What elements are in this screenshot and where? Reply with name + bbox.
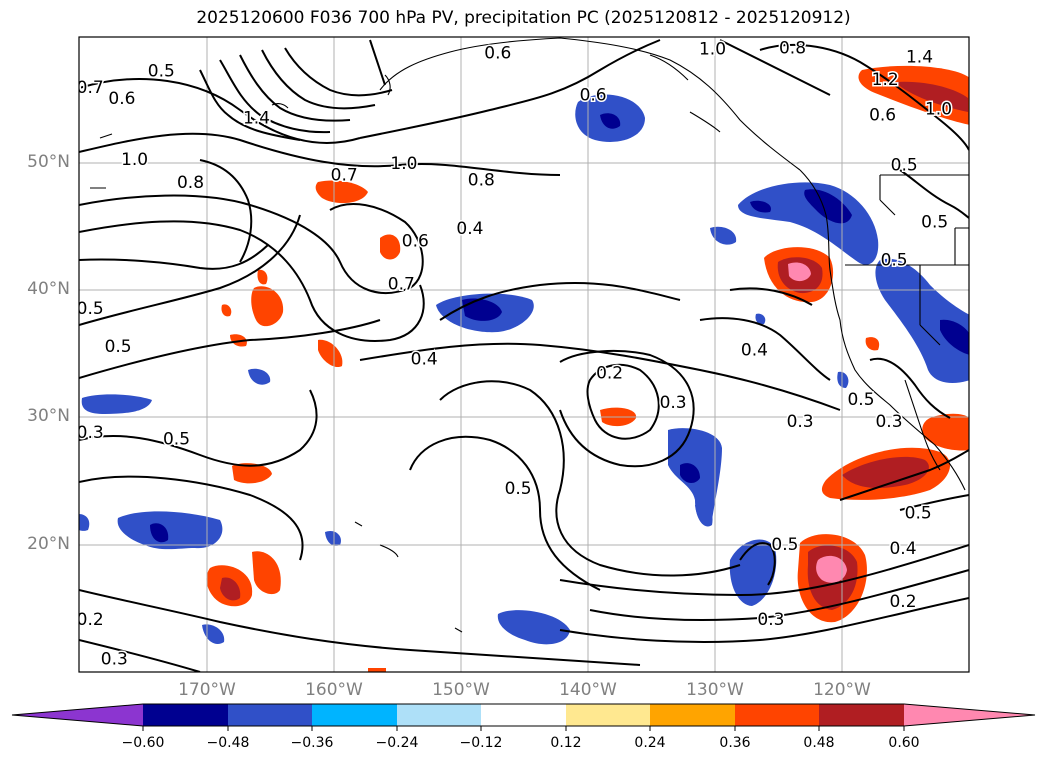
contour-label: 0.5 — [905, 503, 932, 523]
contour-label: 0.5 — [847, 390, 874, 410]
contour-label: 1.0 — [121, 150, 148, 170]
contour-label: 1.0 — [699, 40, 726, 60]
colorbar — [11, 703, 1036, 731]
contour-label: 1.0 — [925, 99, 952, 119]
contour-label: 0.5 — [921, 212, 948, 232]
colorbar-segment — [566, 704, 650, 726]
contour-label: 1.4 — [906, 47, 933, 67]
map-frame — [78, 36, 970, 673]
contour-label: 0.6 — [580, 85, 607, 105]
colorbar-tick-label: −0.60 — [121, 735, 165, 751]
contour-label: 0.3 — [77, 423, 104, 443]
colorbar-tick-label: −0.36 — [290, 735, 334, 751]
contour-label: 0.4 — [456, 219, 483, 239]
contour-label: 0.7 — [77, 78, 104, 98]
lat-label-50n: 50°N — [27, 152, 70, 172]
colorbar-tick-label: −0.24 — [375, 735, 419, 751]
precipitation-shading — [79, 65, 969, 672]
contour-label: 0.2 — [77, 610, 104, 630]
contour-label: 0.6 — [108, 89, 135, 109]
colorbar-tick-label: −0.12 — [459, 735, 503, 751]
colorbar-extend-low — [12, 704, 143, 726]
contour-label: 0.6 — [402, 232, 429, 252]
colorbar-segment — [228, 704, 312, 726]
contour-label: 0.5 — [881, 251, 908, 271]
contour-label: 0.4 — [411, 350, 438, 370]
lon-label-170w: 170°W — [178, 680, 236, 700]
colorbar-segment — [735, 704, 819, 726]
contour-label: 0.4 — [741, 341, 768, 361]
contour-label: 0.8 — [468, 171, 495, 191]
contour-label: 1.4 — [243, 108, 270, 128]
colorbar-segment — [481, 704, 566, 726]
map-plot-area: 0.70.60.51.41.00.80.60.60.71.00.80.40.60… — [77, 37, 969, 672]
contour-label: 0.5 — [891, 155, 918, 175]
contour-label: 0.2 — [889, 592, 916, 612]
contour-label: 0.8 — [177, 173, 204, 193]
contour-label: 0.8 — [779, 38, 806, 58]
map-title: 2025120600 F036 700 hPa PV, precipitatio… — [196, 8, 851, 28]
lat-label-30n: 30°N — [27, 406, 70, 426]
coastlines — [90, 37, 969, 633]
pv-contour-labels: 0.70.60.51.41.00.80.60.60.71.00.80.40.60… — [77, 37, 954, 671]
colorbar-segment — [819, 704, 904, 726]
lat-label-40n: 40°N — [27, 279, 70, 299]
colorbar-tick-label: 0.36 — [719, 735, 751, 751]
contour-label: 0.6 — [869, 106, 896, 126]
contour-label: 0.3 — [757, 610, 784, 630]
contour-label: 0.7 — [388, 275, 415, 295]
contour-label: 1.2 — [872, 70, 899, 90]
contour-label: 0.3 — [101, 649, 128, 669]
lon-label-120w: 120°W — [813, 680, 871, 700]
colorbar-extend-high — [904, 704, 1035, 726]
lon-label-140w: 140°W — [559, 680, 617, 700]
contour-label: 0.5 — [148, 61, 175, 81]
contour-label: 1.0 — [390, 154, 417, 174]
colorbar-segment — [143, 704, 228, 726]
colorbar-tick-label: 0.60 — [888, 735, 920, 751]
lon-label-160w: 160°W — [305, 680, 363, 700]
contour-label: 0.3 — [787, 412, 814, 432]
contour-label: 0.5 — [77, 299, 104, 319]
contour-label: 0.4 — [889, 539, 916, 559]
contour-label: 0.2 — [596, 364, 623, 384]
contour-label: 0.5 — [163, 430, 190, 450]
colorbar-segment — [650, 704, 735, 726]
colorbar-tick-label: 0.24 — [634, 735, 666, 751]
lon-label-150w: 150°W — [432, 680, 490, 700]
colorbar-tick-label: −0.48 — [206, 735, 250, 751]
pv-contours — [79, 39, 969, 672]
colorbar-tick-label: 0.12 — [550, 735, 582, 751]
contour-label: 0.5 — [105, 337, 132, 357]
lon-label-130w: 130°W — [686, 680, 744, 700]
contour-label: 0.5 — [771, 535, 798, 555]
lat-label-20n: 20°N — [27, 534, 70, 554]
contour-label: 0.3 — [660, 393, 687, 413]
colorbar-segment — [397, 704, 481, 726]
colorbar-segment — [312, 704, 397, 726]
contour-label: 0.5 — [505, 479, 532, 499]
contour-label: 0.3 — [875, 412, 902, 432]
contour-label: 0.7 — [331, 165, 358, 185]
map-gridlines — [79, 37, 969, 672]
colorbar-tick-label: 0.48 — [803, 735, 835, 751]
contour-label: 0.6 — [484, 44, 511, 64]
